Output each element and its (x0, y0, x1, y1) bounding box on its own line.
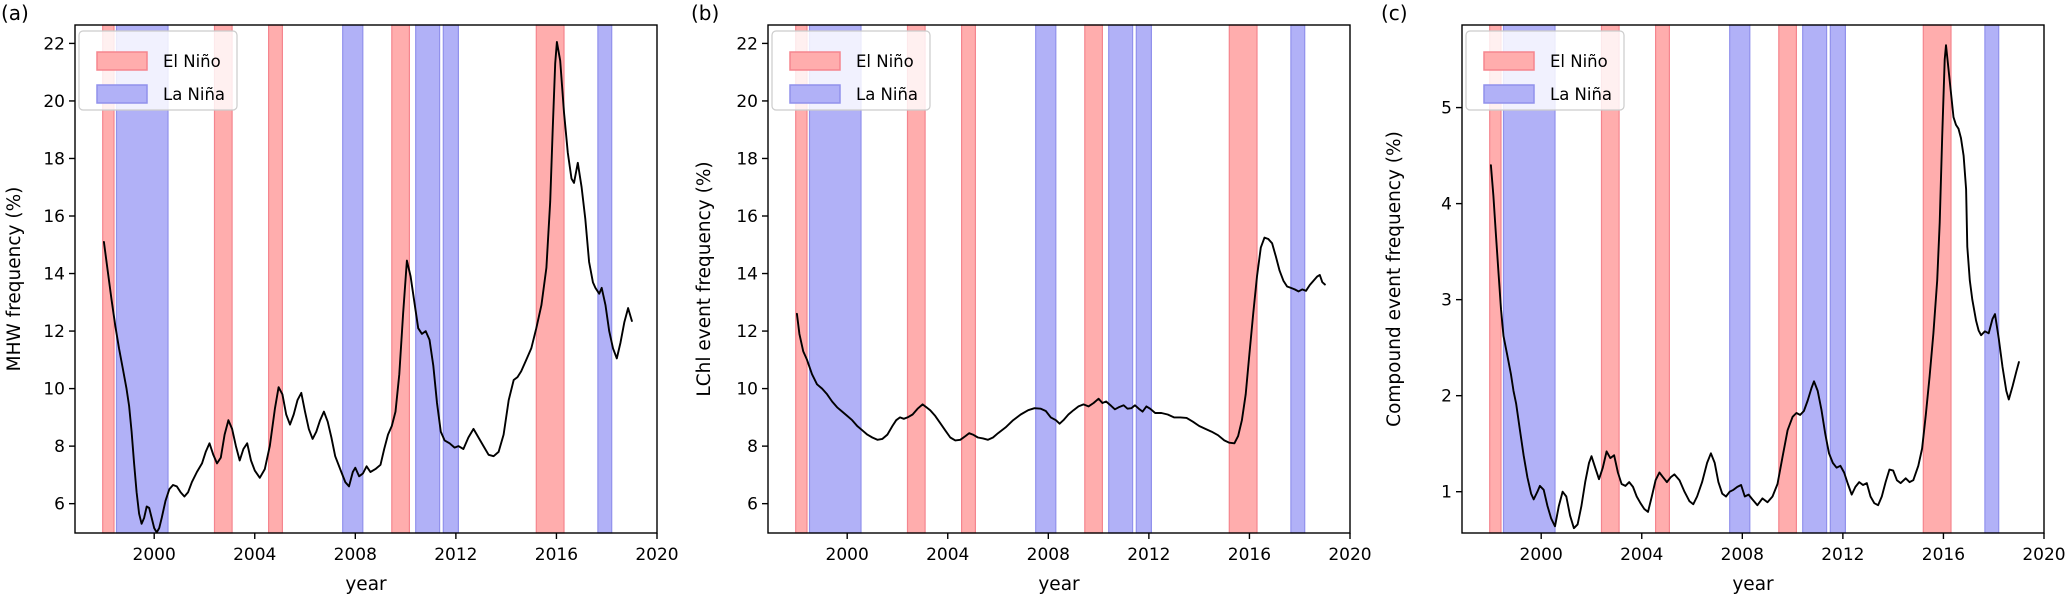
y-tick-label: 10 (43, 380, 65, 400)
y-tick-label: 18 (43, 149, 65, 169)
chart-c-canvas: 2000 2004 2008 2012 2016 2020 1 2 3 4 5 year Compoun… (1384, 24, 2066, 595)
x-tick-label: 2004 (233, 545, 276, 565)
y-tick-label: 1 (1441, 483, 1452, 503)
panel-a: (a) 2000 2004 2008 2012 2016 2020 6 8 10 12 14 16 18… (0, 0, 690, 596)
y-axis-label: MHW frequency (%) (4, 187, 25, 372)
y-tick-label: 14 (736, 265, 758, 285)
legend-label-el-nino: El Niño (856, 52, 914, 71)
x-tick-label: 2012 (1127, 545, 1170, 565)
y-tick-label: 6 (54, 495, 65, 515)
el-nino-band (1228, 24, 1258, 534)
la-nina-band (1829, 24, 1846, 534)
x-tick-label: 2012 (434, 545, 477, 565)
legend-swatch-el-nino (96, 51, 148, 71)
y-axis-label: LChl event frequency (%) (694, 161, 715, 396)
la-nina-band (1108, 24, 1134, 534)
el-nino-band (391, 24, 410, 534)
la-nina-band (1729, 24, 1751, 534)
y-tick-label: 4 (1441, 195, 1452, 215)
mhw-frequency-line (102, 41, 633, 534)
la-nina-band (1802, 24, 1828, 534)
legend-label-la-nina: La Niña (856, 85, 918, 104)
panel-a-corner-label: (a) (1, 1, 29, 25)
panel-c: (c) 2000 2004 2008 2012 2016 2020 1 2 3 4 5 year Com… (1380, 0, 2067, 596)
y-tick-label: 14 (43, 265, 65, 285)
y-tick-label: 20 (736, 92, 758, 112)
y-tick-label: 20 (43, 92, 65, 112)
compound-event-frequency-line (1489, 44, 2020, 530)
el-nino-band (1778, 24, 1797, 534)
y-tick-label: 5 (1441, 99, 1452, 119)
lchl-event-frequency-line (795, 236, 1326, 445)
legend-label-la-nina: La Niña (163, 85, 225, 104)
el-nino-band (535, 24, 565, 534)
y-tick-label: 18 (736, 149, 758, 169)
x-axis-label: year (345, 574, 387, 595)
axes-spine (767, 24, 1351, 534)
x-tick-label: 2008 (1721, 545, 1764, 565)
legend-swatch-el-nino (789, 51, 841, 71)
panel-b: (b) 2000 2004 2008 2012 2016 2020 6 8 10 12 14 16 18… (690, 0, 1380, 596)
la-nina-band (442, 24, 459, 534)
el-nino-band (961, 24, 977, 534)
la-nina-band (415, 24, 441, 534)
la-nina-band (1035, 24, 1057, 534)
y-tick-label: 22 (43, 34, 65, 54)
x-tick-label: 2008 (334, 545, 377, 565)
x-tick-label: 2004 (1620, 545, 1663, 565)
y-tick-label: 22 (736, 34, 758, 54)
el-nino-band (268, 24, 284, 534)
legend-label-el-nino: El Niño (1550, 52, 1608, 71)
chart-a-canvas: 2000 2004 2008 2012 2016 2020 6 8 10 12 14 16 18 20 22… (4, 24, 679, 595)
x-tick-label: 2000 (133, 545, 176, 565)
y-tick-label: 12 (43, 322, 65, 342)
la-nina-band (1290, 24, 1306, 534)
el-nino-band (1084, 24, 1103, 534)
la-nina-band (597, 24, 613, 534)
x-tick-label: 2016 (1228, 545, 1271, 565)
la-nina-band (342, 24, 364, 534)
x-tick-label: 2016 (535, 545, 578, 565)
x-tick-label: 2016 (1922, 545, 1965, 565)
x-axis-label: year (1038, 574, 1080, 595)
x-tick-label: 2000 (826, 545, 869, 565)
x-tick-label: 2020 (635, 545, 678, 565)
y-tick-label: 16 (43, 207, 65, 227)
axes-spine (74, 24, 658, 534)
y-tick-label: 10 (736, 380, 758, 400)
la-nina-band (1135, 24, 1152, 534)
y-axis-label: Compound event frequency (%) (1384, 131, 1405, 427)
legend-label-el-nino: El Niño (163, 52, 221, 71)
x-tick-label: 2000 (1520, 545, 1563, 565)
chart-b-canvas: 2000 2004 2008 2012 2016 2020 6 8 10 12 14 16 18 20 22… (694, 24, 1372, 595)
y-tick-label: 8 (54, 437, 65, 457)
panel-b-corner-label: (b) (691, 1, 720, 25)
x-tick-label: 2020 (1328, 545, 1371, 565)
y-tick-label: 6 (747, 495, 758, 515)
x-tick-label: 2012 (1821, 545, 1864, 565)
axes-spine (1461, 24, 2045, 534)
legend-label-la-nina: La Niña (1550, 85, 1612, 104)
x-tick-label: 2004 (926, 545, 969, 565)
x-tick-label: 2008 (1027, 545, 1070, 565)
la-nina-band (1984, 24, 2000, 534)
y-tick-label: 12 (736, 322, 758, 342)
panel-c-corner-label: (c) (1381, 1, 1408, 25)
y-tick-label: 8 (747, 437, 758, 457)
x-axis-label: year (1732, 574, 1774, 595)
legend-swatch-la-nina (1483, 84, 1535, 104)
legend-swatch-la-nina (789, 84, 841, 104)
y-tick-label: 3 (1441, 291, 1452, 311)
legend-swatch-el-nino (1483, 51, 1535, 71)
y-tick-label: 2 (1441, 387, 1452, 407)
legend-swatch-la-nina (96, 84, 148, 104)
y-tick-label: 16 (736, 207, 758, 227)
el-nino-band (1655, 24, 1671, 534)
x-tick-label: 2020 (2022, 545, 2065, 565)
